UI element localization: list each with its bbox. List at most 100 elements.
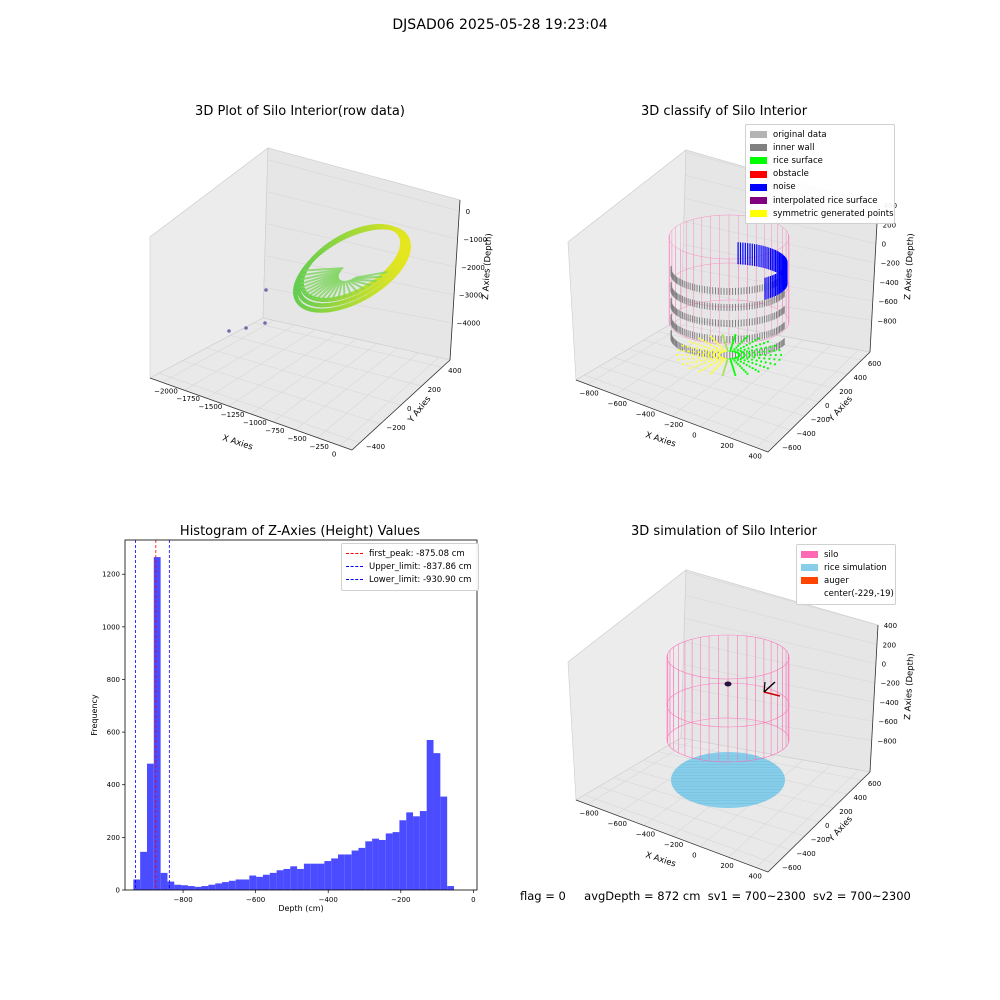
x-tick-label: −400 — [636, 410, 655, 418]
histogram-y-tick: 1200 — [102, 571, 120, 579]
raw-axes-box — [149, 147, 461, 451]
x-tick-label: −1000 — [243, 419, 267, 427]
histogram-legend-entry: Lower_limit: -930.90 cm — [346, 573, 474, 586]
y-tick-label: −600 — [782, 444, 801, 452]
simulation-y-label: Y Axies — [826, 814, 855, 845]
histogram-y-tick: 1000 — [102, 623, 120, 631]
y-tick-label: 200 — [839, 388, 852, 396]
y-tick-label: −200 — [386, 424, 405, 432]
z-tick-label: 400 — [884, 622, 897, 630]
raw-x-label: X Axies — [221, 433, 254, 452]
z-tick-label: −400 — [880, 699, 899, 707]
histogram-legend-entry: Upper_limit: -837.86 cm — [346, 560, 474, 573]
simulation-z-label: Z Axies (Depth) — [903, 653, 916, 720]
x-tick-label: 0 — [692, 852, 696, 860]
histogram-bar — [426, 740, 434, 890]
y-tick-label: 200 — [839, 808, 852, 816]
status-sv1: sv1 = 700~2300 — [707, 889, 806, 903]
histogram-bar — [290, 866, 298, 890]
histogram-y-label: Frequency — [90, 694, 99, 736]
y-tick-label: 600 — [868, 780, 881, 788]
z-tick-label: −1000 — [463, 236, 487, 244]
y-tick-label: 0 — [407, 405, 411, 413]
histogram-x-tick: −200 — [391, 896, 410, 904]
status-flag: flag = 0 — [520, 889, 566, 903]
simulation-3d-plot: −800−600−400−2000200400−600−400−20002004… — [567, 569, 916, 881]
raw-3d-plot: −2000−1750−1500−1250−1000−750−500−2500−4… — [149, 147, 494, 459]
histogram-bar — [413, 816, 420, 890]
z-tick-label: 0 — [882, 241, 886, 249]
z-tick-label: −4000 — [457, 320, 481, 328]
legend-entry: interpolated rice surface — [750, 194, 890, 207]
legend-entry: rice surface — [750, 154, 890, 167]
y-tick-label: 400 — [854, 794, 867, 802]
x-tick-label: −750 — [265, 427, 284, 435]
y-tick-label: 200 — [428, 386, 441, 394]
histogram-bar — [378, 840, 386, 890]
simulation-x-label: X Axies — [644, 850, 677, 869]
status-line: flag = 0 avgDepth = 872 cm sv1 = 700~230… — [520, 889, 911, 903]
legend-entry: center(-229,-19) — [801, 588, 894, 601]
y-tick-label: −400 — [366, 443, 385, 451]
histogram-bar — [344, 854, 352, 890]
histogram-bar — [194, 886, 202, 890]
histogram-bar — [385, 833, 393, 890]
histogram-bar — [256, 876, 263, 890]
legend-swatch — [750, 131, 767, 139]
histogram-bar — [419, 811, 427, 890]
histogram-bar — [303, 863, 311, 890]
histogram-bar — [140, 851, 147, 890]
y-tick-label: −600 — [782, 864, 801, 872]
x-tick-label: −1250 — [221, 411, 245, 419]
histogram-bar — [187, 886, 195, 890]
legend-entry: original data — [750, 128, 890, 141]
histogram-bar — [201, 886, 209, 890]
legend-entry: rice simulation — [801, 561, 891, 574]
z-tick-label: 200 — [883, 221, 896, 229]
y-tick-label: 400 — [448, 367, 461, 375]
y-tick-label: 0 — [825, 822, 829, 830]
status-avg-depth: avgDepth = 872 cm — [584, 889, 701, 903]
raw-plot-title: 3D Plot of Silo Interior(row data) — [195, 104, 405, 119]
histogram-y-tick: 200 — [107, 834, 120, 842]
legend-entry: noise — [750, 181, 890, 194]
histogram-bar — [174, 884, 182, 890]
histogram-x-tick: 0 — [471, 896, 475, 904]
y-tick-label: 0 — [825, 402, 829, 410]
legend-label: center(-229,-19) — [824, 589, 894, 600]
histogram-bar — [276, 870, 284, 890]
histogram-bar — [440, 796, 448, 890]
z-tick-label: 200 — [883, 641, 896, 649]
z-tick-label: −800 — [877, 737, 896, 745]
histogram-x-label: Depth (cm) — [278, 904, 323, 913]
y-tick-label: −400 — [796, 850, 815, 858]
histogram-bar — [317, 863, 325, 890]
simulation-legend: silo rice simulation auger center(-229,-19) — [796, 544, 896, 605]
raw-z-label: Z Axies (Depth) — [481, 233, 494, 300]
x-tick-label: 0 — [692, 432, 696, 440]
histogram-bar — [447, 886, 454, 890]
raw-outlier-point — [227, 329, 231, 333]
legend-label: inner wall — [773, 142, 815, 153]
z-tick-label: −200 — [881, 680, 900, 688]
histogram-bar — [167, 881, 175, 890]
x-tick-label: −800 — [580, 389, 599, 397]
x-tick-label: −600 — [608, 820, 627, 828]
x-tick-label: −500 — [287, 435, 306, 443]
simulation-center-marker — [724, 681, 732, 687]
histogram-y-tick: 600 — [107, 729, 120, 737]
z-tick-label: −800 — [877, 317, 896, 325]
x-tick-label: −1500 — [199, 403, 223, 411]
histogram-bar — [406, 812, 414, 890]
status-sv2: sv2 = 700~2300 — [812, 889, 911, 903]
legend-swatch — [801, 551, 818, 559]
x-tick-label: 400 — [748, 453, 761, 461]
histogram-bar — [249, 875, 257, 890]
legend-label: Lower_limit: -930.90 cm — [369, 574, 472, 585]
raw-outlier-point — [263, 321, 267, 325]
histogram-y-tick: 800 — [107, 676, 120, 684]
histogram-bar — [358, 847, 366, 890]
z-tick-label: −200 — [881, 260, 900, 268]
legend-label: auger — [824, 575, 849, 586]
histogram-bar — [228, 880, 236, 890]
